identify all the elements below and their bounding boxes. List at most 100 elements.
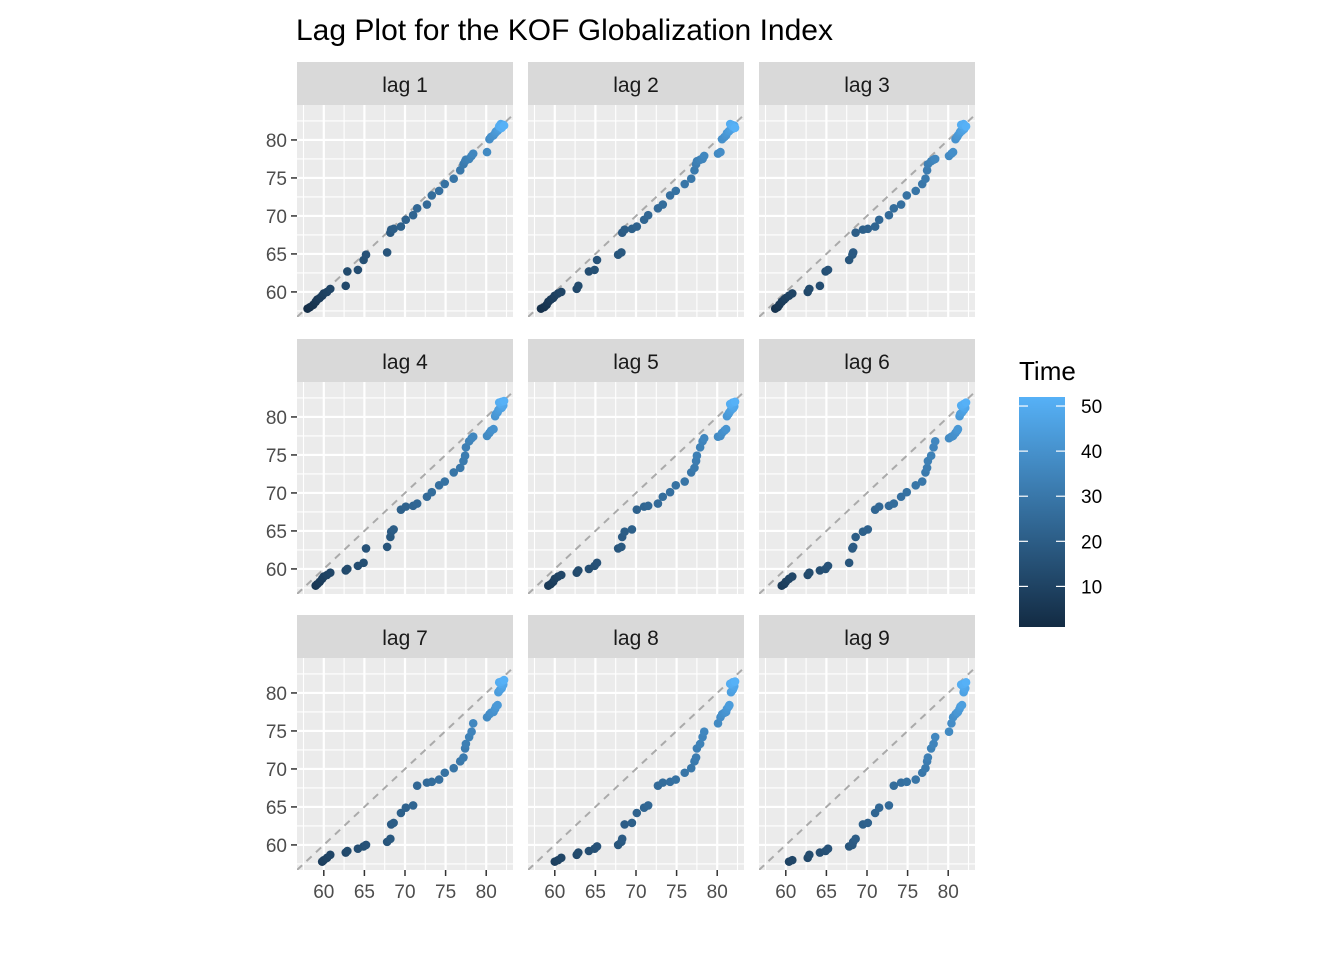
data-point: [699, 433, 709, 443]
data-point: [617, 834, 627, 844]
data-point: [686, 174, 696, 184]
facet-strip-label: lag 3: [844, 74, 890, 97]
data-point: [923, 753, 933, 762]
facet-panel-lag-5: lag 5: [528, 339, 744, 594]
data-point: [499, 675, 509, 685]
data-point: [691, 753, 701, 762]
data-point: [643, 210, 653, 220]
data-point: [489, 424, 498, 434]
data-point: [911, 775, 921, 784]
legend-tick-label: 20: [1081, 532, 1102, 553]
data-point: [412, 204, 422, 213]
facet-panel-lag-3: lag 3: [759, 62, 975, 317]
data-point: [401, 803, 411, 812]
data-point: [944, 727, 954, 737]
facet-strip-label: lag 6: [844, 351, 890, 374]
data-point: [632, 222, 642, 231]
data-point: [343, 564, 352, 574]
x-tick-label: 80: [707, 882, 728, 903]
data-point: [632, 808, 642, 818]
data-point: [353, 265, 363, 275]
data-point: [449, 174, 459, 184]
data-point: [643, 501, 653, 511]
x-tick-label: 60: [544, 882, 565, 903]
x-tick-label: 60: [775, 882, 796, 903]
facet-panel-lag-8: lag 8 60 65 70 75 80: [528, 615, 744, 903]
data-point: [902, 777, 912, 787]
y-tick-label: 80: [266, 684, 287, 705]
data-point: [627, 525, 637, 534]
data-point: [325, 284, 335, 294]
data-point: [617, 248, 626, 257]
y-tick-label: 80: [266, 131, 287, 152]
data-point: [499, 121, 509, 130]
facet-panel-lag-9: lag 9 60 65 70 75 80: [759, 615, 975, 903]
facet-strip: [528, 339, 744, 382]
data-point: [343, 846, 352, 856]
x-tick-label: 65: [585, 882, 606, 903]
data-point: [449, 763, 459, 773]
data-point: [692, 451, 702, 461]
data-point: [844, 558, 854, 568]
data-point: [805, 850, 814, 860]
y-tick-label: 70: [266, 760, 287, 781]
data-point: [389, 818, 398, 828]
data-point: [921, 763, 930, 773]
data-point: [902, 191, 912, 200]
data-point: [929, 739, 938, 749]
data-point: [592, 255, 602, 265]
data-point: [382, 542, 392, 552]
reference-line: [528, 667, 744, 870]
data-point: [468, 149, 478, 158]
chart-title: Lag Plot for the KOF Globalization Index: [296, 14, 833, 47]
data-point: [658, 200, 668, 209]
data-point: [556, 287, 566, 297]
data-point: [325, 850, 335, 860]
data-point: [440, 768, 450, 778]
y-tick-label: 60: [266, 283, 287, 304]
data-point: [658, 778, 668, 787]
data-point: [671, 186, 681, 196]
data-point: [440, 477, 450, 486]
points-group: [317, 675, 509, 866]
data-point: [361, 544, 371, 553]
color-legend: Time 10 20 30 40 50: [1019, 356, 1102, 627]
data-point: [386, 834, 395, 844]
facet-strip: [528, 615, 744, 658]
reference-line: [297, 391, 513, 594]
data-point: [361, 840, 371, 850]
data-point: [889, 499, 899, 508]
data-point: [592, 842, 602, 851]
points-group: [544, 397, 740, 590]
y-tick-label: 70: [266, 207, 287, 228]
data-point: [815, 281, 825, 291]
data-point: [699, 727, 709, 737]
reference-line: [759, 667, 975, 870]
data-point: [574, 281, 583, 291]
facet-panel-lag-1: lag 1 60 65 70 75 80: [266, 62, 513, 317]
data-point: [823, 561, 833, 571]
data-point: [396, 222, 406, 231]
x-tick-label: 75: [666, 882, 687, 903]
data-point: [680, 179, 690, 189]
data-point: [325, 568, 335, 578]
data-point: [805, 284, 814, 294]
data-point: [922, 463, 932, 473]
data-point: [468, 432, 478, 442]
data-point: [449, 468, 459, 477]
x-tick-label: 80: [938, 882, 959, 903]
data-point: [468, 719, 478, 728]
points-group: [536, 119, 740, 313]
data-point: [957, 700, 967, 710]
points-group: [303, 119, 509, 313]
data-point: [926, 451, 936, 461]
data-point: [680, 768, 690, 778]
data-point: [460, 451, 470, 461]
x-tick-label: 80: [476, 882, 497, 903]
data-point: [725, 700, 734, 710]
data-point: [716, 147, 725, 157]
facet-strip-label: lag 9: [844, 627, 890, 650]
y-tick-label: 65: [266, 245, 287, 266]
data-point: [459, 753, 468, 762]
